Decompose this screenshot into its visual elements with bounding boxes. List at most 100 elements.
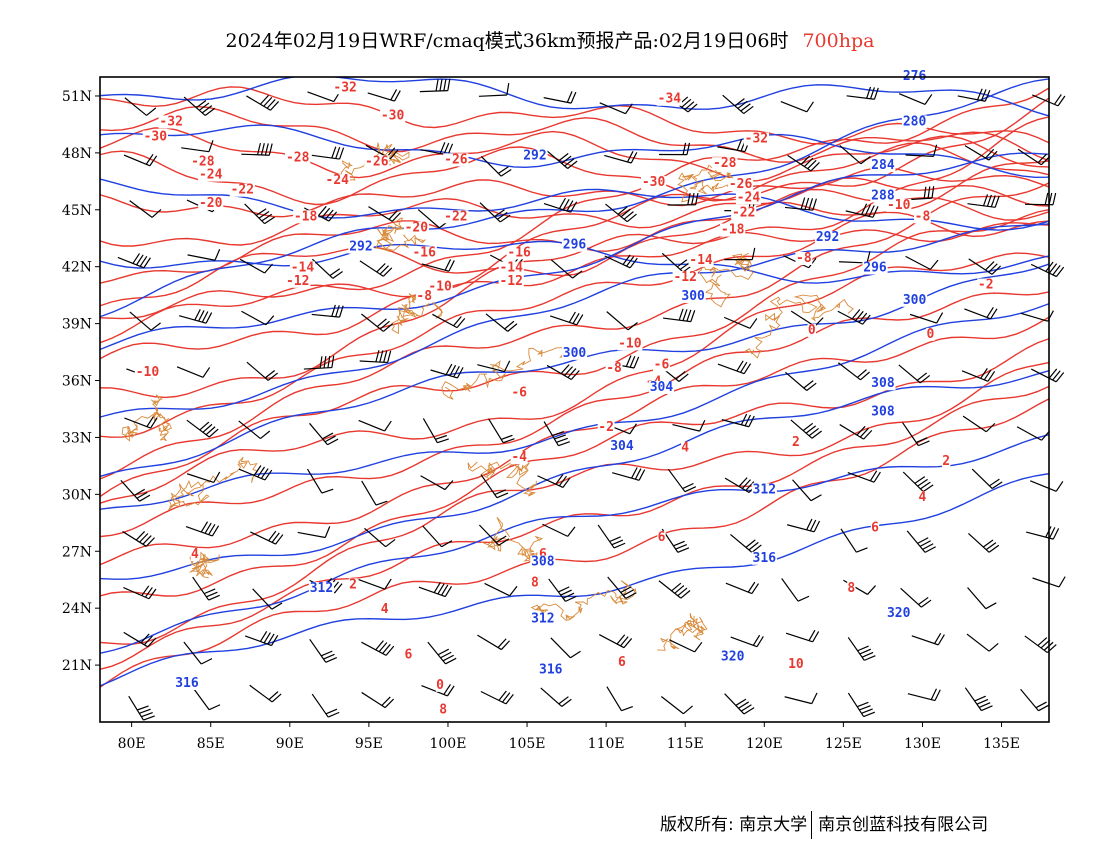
label-background <box>293 210 319 224</box>
wind-barb <box>249 684 282 703</box>
isotherm-line <box>100 252 1049 505</box>
wind-barb <box>717 360 752 375</box>
label-background <box>653 358 670 372</box>
label-background <box>926 327 935 341</box>
label-background <box>134 365 161 379</box>
temperature-label: -4 <box>511 450 527 465</box>
label-background <box>640 176 667 190</box>
wind-barb <box>898 364 931 384</box>
wind-barb <box>303 355 335 370</box>
label-background <box>415 289 433 303</box>
wind-barb <box>724 247 756 261</box>
latitude-label: 33N <box>62 430 92 446</box>
wind-barb <box>968 533 1000 553</box>
wind-barb <box>968 258 1002 275</box>
height-label: 320 <box>721 649 745 664</box>
wind-barb <box>902 471 934 493</box>
boundary-line <box>121 394 173 442</box>
boundary-line <box>481 516 544 569</box>
temperature-label: 4 <box>681 441 689 456</box>
isotherm-line <box>100 86 1049 145</box>
wind-barb <box>478 524 510 546</box>
height-label: 296 <box>563 238 587 253</box>
wind-barb <box>185 521 220 537</box>
label-background <box>688 253 714 267</box>
wind-barb <box>358 419 392 432</box>
wind-barb <box>725 581 759 595</box>
label-background <box>941 455 951 468</box>
wind-barb <box>964 307 998 320</box>
wind-barb <box>905 255 939 270</box>
wind-barb <box>1024 635 1057 654</box>
wind-barb <box>784 692 818 705</box>
wind-barb <box>545 149 578 169</box>
wind-barb <box>123 585 157 600</box>
label-background <box>657 530 666 544</box>
isotherm-line <box>100 385 1049 670</box>
wind-barb <box>964 145 998 161</box>
latitude-label: 51N <box>62 89 92 105</box>
wind-barb <box>311 693 340 718</box>
temperature-label: 6 <box>539 547 547 562</box>
label-background <box>847 582 856 596</box>
boundary-line <box>467 454 537 497</box>
temperature-label: -22 <box>444 209 467 224</box>
wind-barb <box>971 468 1003 490</box>
height-contour <box>100 263 1049 478</box>
wind-barb <box>181 140 214 153</box>
wind-barb <box>418 582 453 598</box>
wind-barb <box>605 203 637 223</box>
label-background <box>443 210 469 224</box>
wind-barb <box>427 641 457 665</box>
height-label: 308 <box>871 376 895 391</box>
label-background <box>814 231 841 245</box>
wind-barb <box>606 311 638 331</box>
temperature-label: -16 <box>412 245 436 260</box>
wind-barb <box>129 311 161 331</box>
wind-barb <box>244 203 275 225</box>
wind-barb <box>669 639 703 653</box>
isotherm-line <box>100 177 1049 247</box>
temperature-label: -10 <box>618 336 642 351</box>
wind-barb <box>358 578 392 590</box>
temperature-label: -32 <box>745 132 768 147</box>
temperature-label: 6 <box>658 530 666 545</box>
label-background <box>914 210 931 224</box>
temperature-label: -34 <box>658 92 682 107</box>
wind-barb <box>542 523 576 537</box>
wind-barb <box>550 311 584 326</box>
temperature-label: -12 <box>499 274 522 289</box>
wind-barb <box>839 144 871 165</box>
wind-barb <box>1032 576 1066 588</box>
wind-barb <box>480 156 512 177</box>
wind-barb <box>485 313 518 332</box>
wind-barb <box>961 368 996 382</box>
boundary-line <box>677 164 740 203</box>
temperature-label: 4 <box>191 547 199 562</box>
temperature-label: -14 <box>499 261 523 276</box>
wind-barb <box>604 151 638 164</box>
temperature-label: 0 <box>436 678 444 693</box>
wind-barb <box>421 684 455 697</box>
boundary-line <box>168 456 259 511</box>
height-label: 292 <box>349 240 372 255</box>
label-background <box>795 252 813 266</box>
wind-barb <box>847 470 881 483</box>
wind-barb <box>368 206 401 222</box>
temperature-label: -12 <box>673 270 696 285</box>
temperature-label: 0 <box>926 327 934 342</box>
height-label: 304 <box>610 439 634 454</box>
wind-barb <box>244 630 279 647</box>
wind-barb <box>847 692 876 718</box>
longitude-label: 125E <box>825 736 862 752</box>
temperature-label: -30 <box>381 109 405 124</box>
height-label: 296 <box>863 261 887 276</box>
wind-barb <box>364 527 396 548</box>
wind-barb <box>837 362 870 381</box>
longitude-label: 100E <box>429 736 466 752</box>
pressure-level: 700hpa <box>802 30 875 52</box>
wind-barb <box>784 197 817 211</box>
temperature-label: -28 <box>191 154 215 169</box>
label-background <box>870 189 896 203</box>
wind-barb <box>422 418 449 444</box>
